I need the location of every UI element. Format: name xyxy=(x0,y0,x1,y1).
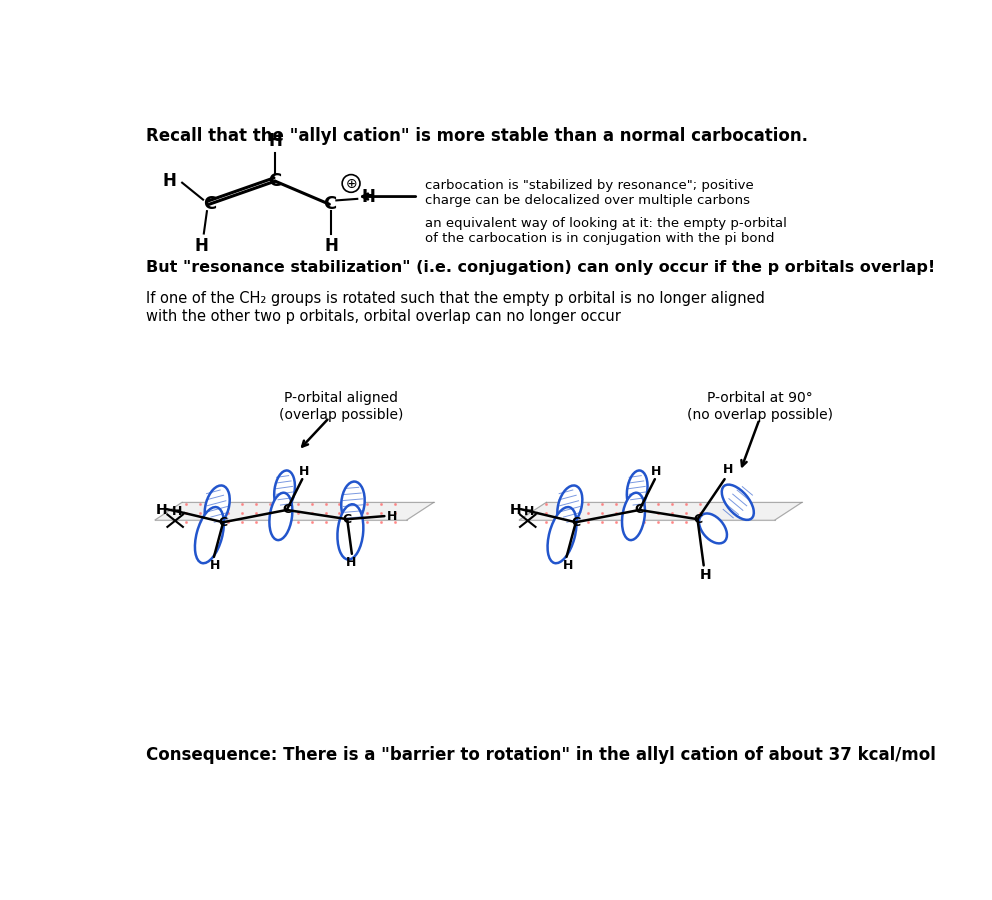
Text: Consequence: There is a "barrier to rotation" in the allyl cation of about 37 kc: Consequence: There is a "barrier to rota… xyxy=(146,745,935,763)
Text: H: H xyxy=(156,503,167,517)
Text: H: H xyxy=(699,569,711,582)
Text: H: H xyxy=(268,132,282,150)
Text: an equivalent way of looking at it: the empty p-orbital
of the carbocation is in: an equivalent way of looking at it: the … xyxy=(425,217,787,246)
Text: carbocation is "stabilized by resonance"; positive
charge can be delocalized ove: carbocation is "stabilized by resonance"… xyxy=(425,179,754,207)
Text: C: C xyxy=(269,172,282,190)
Text: H: H xyxy=(723,464,734,476)
Ellipse shape xyxy=(270,492,293,540)
Text: H: H xyxy=(346,556,356,569)
Text: H: H xyxy=(510,503,521,517)
Text: But "resonance stabilization" (i.e. conjugation) can only occur if the p orbital: But "resonance stabilization" (i.e. conj… xyxy=(146,260,934,275)
Ellipse shape xyxy=(558,485,582,526)
Ellipse shape xyxy=(194,507,224,563)
Text: H: H xyxy=(172,505,182,518)
Ellipse shape xyxy=(548,507,576,563)
Text: C: C xyxy=(322,195,336,213)
Text: H: H xyxy=(324,237,338,255)
Ellipse shape xyxy=(622,492,645,540)
Text: ⊕: ⊕ xyxy=(345,177,357,191)
Ellipse shape xyxy=(699,513,727,544)
Text: If one of the CH₂ groups is rotated such that the empty p orbital is no longer a: If one of the CH₂ groups is rotated such… xyxy=(146,292,765,324)
Ellipse shape xyxy=(627,471,648,510)
Text: H: H xyxy=(562,559,573,572)
Ellipse shape xyxy=(204,485,230,526)
Ellipse shape xyxy=(274,471,295,510)
Text: H: H xyxy=(387,509,398,523)
Text: C: C xyxy=(282,503,292,517)
Text: C: C xyxy=(635,503,644,517)
Text: C: C xyxy=(218,516,228,529)
Text: H: H xyxy=(524,505,535,518)
Text: C: C xyxy=(571,516,580,529)
Text: C: C xyxy=(342,513,352,526)
Ellipse shape xyxy=(337,504,363,560)
Text: C: C xyxy=(693,513,702,526)
Ellipse shape xyxy=(722,484,754,520)
Text: P-orbital at 90°
(no overlap possible): P-orbital at 90° (no overlap possible) xyxy=(686,392,832,421)
Text: H: H xyxy=(362,187,376,205)
Text: C: C xyxy=(202,195,216,213)
Polygon shape xyxy=(155,502,434,520)
Text: H: H xyxy=(194,237,208,255)
Text: H: H xyxy=(651,465,662,478)
Text: Recall that the "allyl cation" is more stable than a normal carbocation.: Recall that the "allyl cation" is more s… xyxy=(146,127,807,145)
Text: P-orbital aligned
(overlap possible): P-orbital aligned (overlap possible) xyxy=(279,392,403,421)
Text: H: H xyxy=(210,559,220,572)
Text: H: H xyxy=(163,172,177,190)
Text: H: H xyxy=(299,465,309,478)
Polygon shape xyxy=(519,502,803,520)
Ellipse shape xyxy=(341,482,365,524)
